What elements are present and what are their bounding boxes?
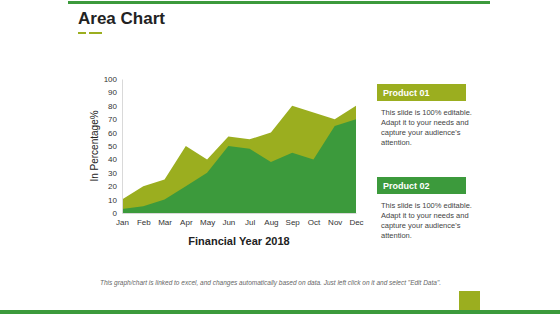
x-tick-label: Jul — [245, 218, 255, 227]
y-tick-label: 20 — [108, 182, 117, 191]
y-axis-title: In Percentage% — [89, 110, 100, 181]
top-rule — [68, 1, 490, 4]
y-tick-label: 50 — [108, 142, 117, 151]
corner-square — [459, 291, 480, 310]
title-dash — [89, 32, 102, 34]
x-tick-label: Aug — [264, 218, 278, 227]
y-tick-label: 70 — [108, 115, 117, 124]
x-tick: Jul — [245, 213, 255, 227]
y-tick-label: 10 — [108, 196, 117, 205]
legend-item: Product 02 This slide is 100% editable.Ad… — [377, 177, 472, 240]
y-tick: 60 — [108, 129, 122, 138]
y-tick: 50 — [108, 142, 122, 151]
title: Area Chart — [78, 9, 165, 28]
bottom-rule — [0, 310, 560, 314]
x-tick: Sep — [286, 213, 301, 227]
plot-area — [122, 106, 356, 213]
y-tick: 80 — [108, 102, 122, 111]
y-tick: 90 — [108, 88, 122, 97]
y-tick: 100 — [104, 75, 122, 84]
x-tick: Nov — [328, 213, 342, 227]
x-tick: Mar — [158, 213, 172, 227]
x-tick: Aug — [264, 213, 278, 227]
y-tick-label: 30 — [108, 169, 117, 178]
y-tick: 20 — [108, 182, 122, 191]
x-tick: Jan — [116, 213, 129, 227]
title-dash — [78, 32, 86, 34]
x-axis-title: Financial Year 2018 — [188, 235, 289, 247]
legend-swatch — [377, 177, 466, 194]
legend-item: Product 01 This slide is 100% editable.Ad… — [377, 84, 472, 147]
area-1 — [122, 106, 356, 213]
x-tick: Oct — [308, 213, 321, 227]
x-tick-label: Oct — [308, 218, 321, 227]
x-tick-label: Jan — [116, 218, 129, 227]
x-tick: Jun — [222, 213, 235, 227]
x-tick-label: Apr — [180, 218, 193, 227]
legend-label: Product 01 — [383, 88, 430, 98]
x-tick: Feb — [137, 213, 151, 227]
x-tick: Apr — [180, 213, 193, 227]
x-tick: Dec — [349, 213, 363, 227]
legend-description: This slide is 100% editable.Adapt it to … — [381, 201, 472, 240]
x-tick-label: Mar — [158, 218, 172, 227]
y-tick-label: 60 — [108, 129, 117, 138]
y-tick-label: 40 — [108, 155, 117, 164]
x-tick-label: Sep — [286, 218, 301, 227]
y-axis-line — [122, 80, 123, 214]
legend-description: This slide is 100% editable.Adapt it to … — [381, 108, 472, 147]
y-tick: 70 — [108, 115, 122, 124]
chart: Area Chart0102030405060708090100JanFebMa… — [0, 0, 560, 315]
x-tick-label: May — [200, 218, 215, 227]
area-2 — [122, 119, 356, 213]
x-tick-label: Nov — [328, 218, 342, 227]
x-tick-label: Dec — [349, 218, 363, 227]
x-axis-line — [123, 213, 357, 214]
x-axis: Jan Feb Mar Apr May Jun Jul Aug Sep Oct Nov Dec — [116, 213, 364, 227]
x-tick: May — [200, 213, 215, 227]
y-tick: 40 — [108, 155, 122, 164]
legend-label: Product 02 — [383, 181, 430, 191]
y-tick: 10 — [108, 196, 122, 205]
y-tick-label: 90 — [108, 88, 117, 97]
y-tick-label: 100 — [104, 75, 118, 84]
x-tick-label: Jun — [222, 218, 235, 227]
footnote: This graph/chart is linked to excel, and… — [100, 279, 441, 287]
y-tick-label: 80 — [108, 102, 117, 111]
y-tick: 30 — [108, 169, 122, 178]
legend-swatch — [377, 84, 466, 101]
x-tick-label: Feb — [137, 218, 151, 227]
y-axis: 0102030405060708090100 — [104, 75, 123, 218]
